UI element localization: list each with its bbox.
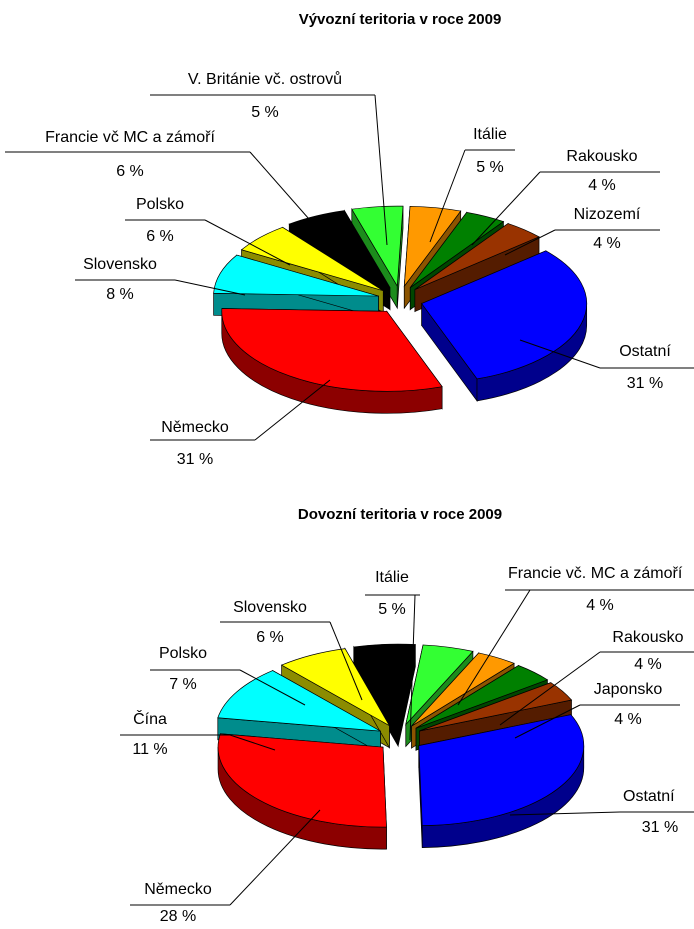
slice-value-label: 28 % <box>160 908 196 925</box>
leader-line <box>254 379 331 441</box>
slice-label: Rakousko <box>612 629 683 646</box>
slice-group <box>217 669 381 754</box>
leader-line <box>457 589 531 706</box>
slice-label: Itálie <box>473 126 507 143</box>
slice-label: Nizozemí <box>574 206 641 223</box>
slice <box>405 644 474 726</box>
slice <box>421 250 587 380</box>
slice-label: Slovensko <box>233 599 307 616</box>
slice-label: Ostatní <box>619 343 671 360</box>
slice-value-label: 11 % <box>132 741 167 758</box>
leader-line <box>204 219 291 266</box>
slice-value-label: 4 % <box>586 597 614 614</box>
slice-value-label: 6 % <box>116 163 144 180</box>
slice-label: Německo <box>161 419 229 436</box>
leader-line <box>471 171 541 246</box>
slice-value-label: 5 % <box>251 104 279 121</box>
leader-line <box>504 229 556 256</box>
slice <box>411 652 515 727</box>
slice-value-label: 31 % <box>627 375 663 392</box>
leader-line <box>429 149 466 243</box>
slice <box>418 714 585 826</box>
slice-group <box>414 222 540 313</box>
slice-value-label: 7 % <box>169 676 197 693</box>
leader-line <box>499 651 601 726</box>
slice-value-label: 4 % <box>593 235 621 252</box>
slice <box>419 682 573 732</box>
chart-title: Dovozní teritoria v roce 2009 <box>298 506 502 523</box>
leader-line <box>519 339 601 369</box>
leader-line <box>514 704 581 739</box>
leader-line <box>509 811 621 816</box>
slice <box>217 670 381 732</box>
leader-line <box>329 621 363 701</box>
slice-label: Japonsko <box>594 681 663 698</box>
slice <box>409 211 505 288</box>
slice-group <box>217 733 387 850</box>
slice-label: Ostatní <box>623 788 675 805</box>
slice <box>240 226 384 292</box>
slice-group <box>418 714 585 848</box>
slice-label: Polsko <box>136 196 184 213</box>
slice <box>403 205 462 288</box>
slice-value-label: 4 % <box>614 711 642 728</box>
chart-title: Vývozní teritoria v roce 2009 <box>299 11 502 28</box>
slice <box>351 205 404 288</box>
slice-value-label: 31 % <box>177 451 213 468</box>
leader-line <box>229 809 321 906</box>
slice <box>353 643 416 726</box>
leader-line <box>374 94 388 246</box>
leader-line <box>409 594 416 741</box>
slice-label: Francie vč. MC a zámoří <box>508 565 683 582</box>
slice-label: Francie vč MC a zámoří <box>45 129 215 146</box>
leader-line <box>174 279 246 296</box>
slice-value-label: 6 % <box>146 228 174 245</box>
leader-line <box>229 734 276 751</box>
slice <box>414 223 540 290</box>
slice-label: Německo <box>144 881 212 898</box>
slice <box>221 308 443 392</box>
slice-value-label: 5 % <box>378 601 406 618</box>
slice-label: Čína <box>133 709 167 728</box>
slice-value-label: 4 % <box>634 656 662 673</box>
slice-value-label: 5 % <box>476 159 504 176</box>
slice-value-label: 8 % <box>106 286 134 303</box>
slice-value-label: 31 % <box>642 819 678 836</box>
slice-group <box>421 250 588 402</box>
slice-label: V. Británie vč. ostrovů <box>188 70 342 88</box>
slice <box>217 733 387 828</box>
slice <box>213 254 379 297</box>
slice-label: Polsko <box>159 645 207 662</box>
slice-group <box>221 308 443 414</box>
slice-label: Itálie <box>375 569 409 586</box>
slice-value-label: 6 % <box>256 629 284 646</box>
slice-label: Slovensko <box>83 256 157 273</box>
leader-line <box>239 669 306 706</box>
slice-label: Rakousko <box>566 148 637 165</box>
slice <box>288 210 391 288</box>
slice <box>280 648 391 727</box>
slice-value-label: 4 % <box>588 177 616 194</box>
slice <box>415 665 549 729</box>
leader-line <box>249 151 339 253</box>
